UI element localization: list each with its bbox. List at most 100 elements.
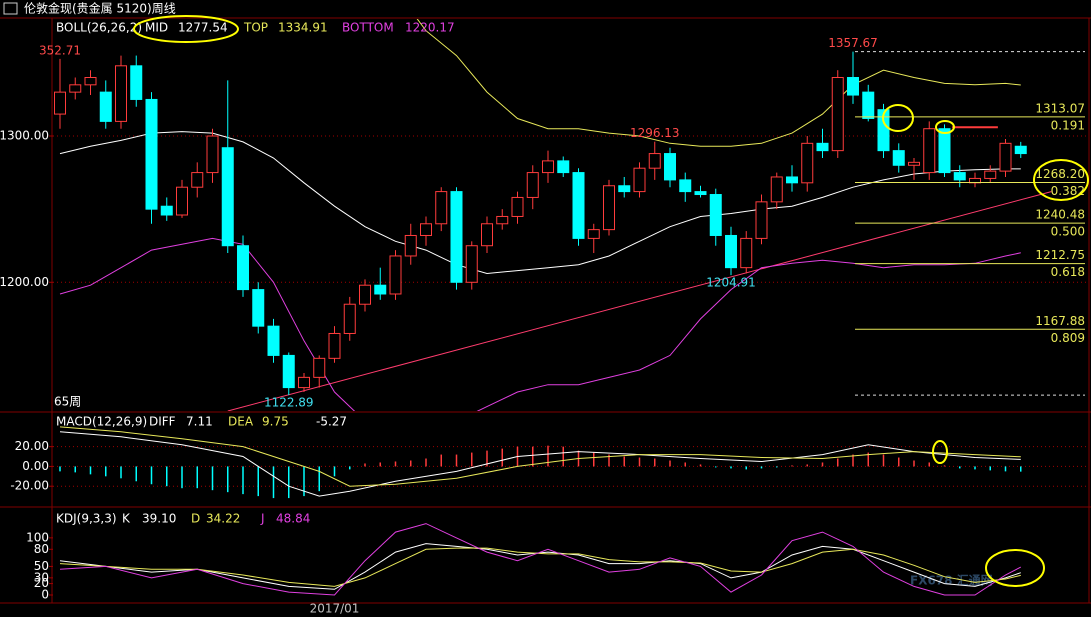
legend-value: 9.75 <box>262 415 289 429</box>
candle-body <box>572 172 585 239</box>
candle-body <box>725 234 737 269</box>
trendline <box>227 191 1052 411</box>
candle-body <box>1014 145 1027 155</box>
candle-body <box>221 147 234 247</box>
highlight-ellipse <box>1033 159 1089 201</box>
legend-value: 39.10 <box>142 512 176 526</box>
fib-ratio: 0.382 <box>1051 184 1085 198</box>
candle-body <box>404 234 417 257</box>
candle-body <box>84 77 97 86</box>
kdj-line <box>59 523 1022 596</box>
y-tick-label: 20 <box>34 576 49 590</box>
candle-body <box>648 153 661 169</box>
candle-body <box>816 142 829 152</box>
candle-body <box>755 201 768 239</box>
candle-body <box>496 215 509 225</box>
candle-body <box>923 128 936 174</box>
candle-body <box>298 376 310 389</box>
candle-body <box>633 167 646 193</box>
candle-body <box>160 205 173 216</box>
candle-body <box>877 109 890 152</box>
legend-name: J <box>260 512 265 526</box>
y-tick-label: 0 <box>41 588 49 602</box>
fib-price: 1313.07 <box>1035 101 1085 115</box>
fib-price: 1167.88 <box>1035 314 1085 328</box>
legend-name: K <box>122 512 131 526</box>
legend-name: DIFF <box>149 415 176 429</box>
candle-body <box>999 142 1012 172</box>
legend-value: 34.22 <box>206 512 240 526</box>
highlight-ellipse <box>133 15 239 43</box>
y-tick-label: 1300.00 <box>0 129 49 143</box>
y-tick-label: 50 <box>34 559 49 573</box>
candle-body <box>603 185 615 231</box>
candle-body <box>481 223 493 247</box>
candle-body <box>328 332 341 359</box>
legend-name: D <box>191 512 200 526</box>
candle-body <box>831 77 844 152</box>
candle-body <box>694 191 707 196</box>
price-label: 352.71 <box>39 43 81 57</box>
price-label: 1296.13 <box>630 126 680 140</box>
legend-value: 1220.17 <box>405 21 455 35</box>
candle-body <box>252 289 265 327</box>
candle-body <box>847 77 859 96</box>
legend-name: MID <box>145 21 168 35</box>
candle-body <box>740 237 753 269</box>
candle-body <box>191 172 204 188</box>
candle-body <box>313 357 326 378</box>
candle-body <box>618 185 631 193</box>
y-tick-label: 20.00 <box>15 439 49 453</box>
candle-body <box>786 176 798 184</box>
candle-body <box>237 245 249 291</box>
fib-ratio: 0.500 <box>1051 225 1085 239</box>
legend-name: TOP <box>243 21 268 35</box>
candle-body <box>984 170 997 179</box>
candle-body <box>679 179 692 193</box>
candle-body <box>176 186 188 216</box>
candle-body <box>908 161 920 166</box>
candle-body <box>938 128 951 174</box>
candle-body <box>99 91 112 122</box>
candle-body <box>359 284 371 305</box>
legend-name: BOTTOM <box>342 21 394 35</box>
macd-line <box>59 426 1021 487</box>
kdj <box>59 523 1022 596</box>
candle-body <box>115 65 127 122</box>
legend-value: 7.11 <box>186 415 213 429</box>
watermark: FX678 汇通网 <box>910 573 993 588</box>
y-tick-label: 80 <box>34 542 49 556</box>
legend-value: -5.27 <box>316 415 347 429</box>
price-label: 1204.91 <box>706 276 756 290</box>
candle-body <box>709 194 722 236</box>
candle-body <box>587 229 600 239</box>
highlight-ellipse <box>985 549 1045 587</box>
candle-body <box>206 135 219 174</box>
kdj-line <box>59 543 1021 590</box>
candle-body <box>54 91 66 115</box>
candle-body <box>282 354 295 389</box>
indicator-label: MACD(12,26,9) <box>56 415 147 429</box>
candle-body <box>69 84 82 93</box>
fib-ratio: 0.618 <box>1051 265 1085 279</box>
candle-body <box>770 176 783 203</box>
candle-body <box>435 191 448 225</box>
candle-body <box>892 150 905 166</box>
candle-body <box>862 91 875 119</box>
candle-body <box>465 245 478 283</box>
candle-body <box>664 153 676 181</box>
y-tick-label: -20.00 <box>10 479 49 493</box>
kdj-line <box>59 547 1021 587</box>
candle-body <box>526 172 539 198</box>
candle-body <box>542 160 554 174</box>
y-tick-label: 0.00 <box>22 459 49 473</box>
y-tick-label: 1200.00 <box>0 275 49 289</box>
candle-body <box>450 191 463 283</box>
highlight-ellipse <box>882 104 914 132</box>
candle-body <box>374 284 387 295</box>
indicator-label: BOLL(26,26,2) <box>56 21 142 35</box>
candles <box>54 19 1052 411</box>
candle-body <box>130 65 143 100</box>
